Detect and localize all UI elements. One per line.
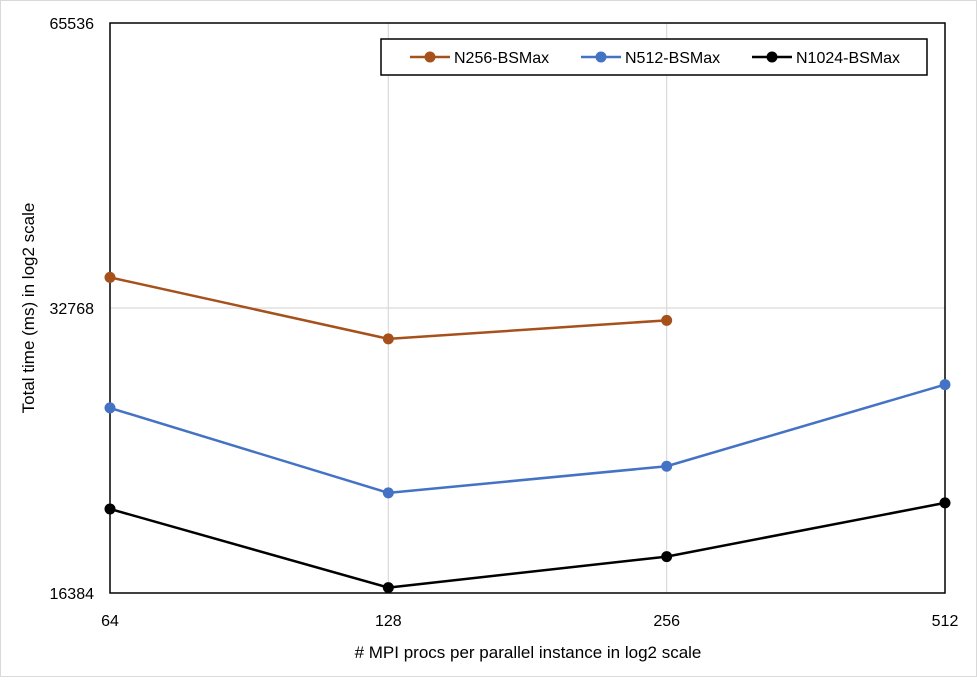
data-point-n1024-bsmax bbox=[382, 582, 394, 594]
data-point-n256-bsmax bbox=[104, 271, 116, 283]
legend-box bbox=[380, 38, 928, 76]
data-point-n256-bsmax bbox=[661, 314, 673, 326]
series-layer bbox=[104, 271, 951, 594]
legend-marker-n256-bsmax bbox=[424, 51, 436, 63]
y-tick-label: 65536 bbox=[50, 16, 95, 33]
series-line-n512-bsmax bbox=[109, 383, 946, 495]
data-point-n512-bsmax bbox=[661, 460, 673, 472]
data-point-n1024-bsmax bbox=[939, 497, 951, 509]
legend-label-n1024-bsmax: N1024-BSMax bbox=[796, 50, 900, 67]
plot-area-frame bbox=[109, 22, 946, 594]
legend-label-n256-bsmax: N256-BSMax bbox=[454, 50, 549, 67]
legend: N256-BSMax N512-BSMax N1024-BSMax bbox=[380, 38, 928, 76]
data-point-n256-bsmax bbox=[382, 333, 394, 345]
tick-labels: 64 128 256 512 16384 32768 65536 bbox=[50, 16, 959, 630]
data-point-n512-bsmax bbox=[939, 379, 951, 391]
data-point-n512-bsmax bbox=[104, 402, 116, 414]
legend-label-n512-bsmax: N512-BSMax bbox=[625, 50, 720, 67]
y-tick-label: 32768 bbox=[50, 301, 95, 318]
data-point-n1024-bsmax bbox=[661, 551, 673, 563]
x-tick-label: 64 bbox=[101, 613, 119, 630]
legend-marker-n1024-bsmax bbox=[766, 51, 778, 63]
x-tick-label: 512 bbox=[932, 613, 959, 630]
y-tick-label: 16384 bbox=[50, 586, 95, 603]
series-line-n1024-bsmax bbox=[109, 501, 946, 589]
x-tick-label: 128 bbox=[375, 613, 402, 630]
y-axis-title: Total time (ms) in log2 scale bbox=[19, 203, 38, 414]
x-axis-title: # MPI procs per parallel instance in log… bbox=[355, 643, 702, 662]
data-point-n1024-bsmax bbox=[104, 503, 116, 515]
data-point-n512-bsmax bbox=[382, 487, 394, 499]
legend-marker-n512-bsmax bbox=[595, 51, 607, 63]
x-tick-label: 256 bbox=[653, 613, 680, 630]
